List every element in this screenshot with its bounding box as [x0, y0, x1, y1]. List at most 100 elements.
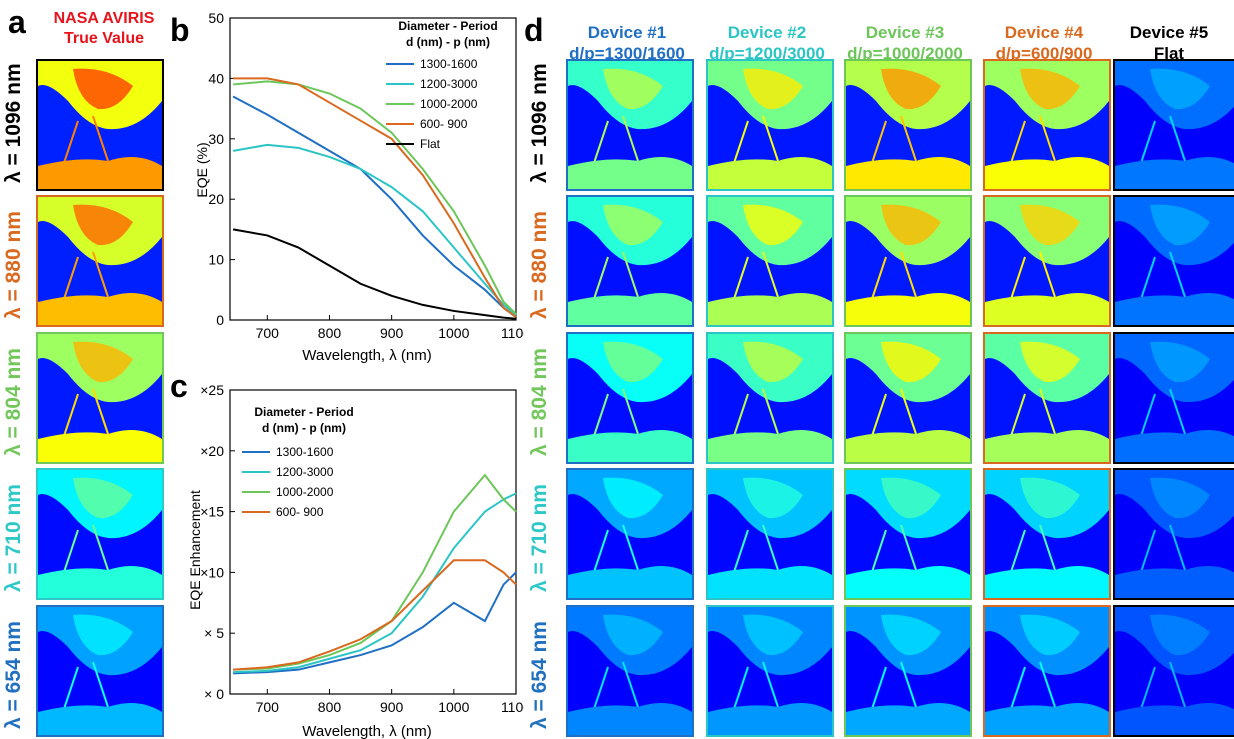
device-image	[844, 605, 972, 737]
device-image	[566, 605, 694, 737]
chart-c-xlabel: Wavelength, λ (nm)	[302, 723, 432, 739]
device-name: Device #5	[1129, 23, 1209, 42]
series-line-4	[233, 559, 517, 671]
device-image	[566, 195, 694, 327]
panel-a-title: NASA AVIRIS True Value	[40, 9, 168, 49]
device-image	[983, 468, 1111, 600]
device-image	[566, 332, 694, 464]
chart-b-legend-title-1: Diameter - Period	[398, 19, 497, 33]
device-image	[1113, 605, 1234, 737]
true-value-image	[36, 59, 164, 191]
aerial-map-graphic	[38, 607, 162, 735]
device-name: Device #4	[1004, 23, 1084, 42]
aerial-map-graphic	[38, 197, 162, 325]
aerial-map-graphic	[708, 61, 832, 189]
device-image	[844, 332, 972, 464]
row-label-a-2: λ = 880 nm	[2, 211, 25, 319]
device-name: Device #2	[727, 23, 807, 42]
device-image	[983, 59, 1111, 191]
device-image	[706, 468, 834, 600]
chart-c-legend-title-1: Diameter - Period	[254, 405, 353, 419]
true-value-image	[36, 605, 164, 737]
aerial-map-graphic	[846, 607, 970, 735]
panel-label-c: c	[170, 368, 188, 404]
legend-label-3: 1000-2000	[276, 485, 334, 499]
x-tick-label: 700	[256, 699, 280, 715]
y-tick-label: 50	[208, 10, 224, 26]
aerial-map-graphic	[1115, 334, 1234, 462]
device-image	[706, 605, 834, 737]
device-name: Device #1	[587, 23, 667, 42]
panel-a-title-line1: NASA AVIRIS	[53, 10, 155, 27]
legend-label-4: 600- 900	[420, 117, 468, 131]
x-tick-label: 900	[380, 325, 404, 341]
y-tick-label: 40	[208, 70, 224, 86]
aerial-map-graphic	[38, 470, 162, 598]
series-line-1	[233, 571, 517, 675]
legend-label-2: 1200-3000	[276, 465, 334, 479]
aerial-map-graphic	[1115, 197, 1234, 325]
x-tick-label: 1000	[438, 325, 469, 341]
row-label-a-4: λ = 710 nm	[2, 484, 25, 592]
series-line-4	[233, 77, 517, 318]
chart-b-ylabel: EQE (%)	[194, 142, 210, 197]
true-value-image	[36, 332, 164, 464]
aerial-map-graphic	[985, 197, 1109, 325]
aerial-map-graphic	[985, 334, 1109, 462]
device-image	[1113, 195, 1234, 327]
aerial-map-graphic	[846, 334, 970, 462]
row-label-a-3: λ = 804 nm	[2, 348, 25, 456]
x-tick-label: 900	[380, 699, 404, 715]
device-image	[706, 195, 834, 327]
legend-label-1: 1300-1600	[420, 57, 478, 71]
device-image	[983, 605, 1111, 737]
series-line-1	[232, 95, 517, 318]
legend-label-3: 1000-2000	[420, 97, 478, 111]
aerial-map-graphic	[846, 197, 970, 325]
plot-area-frame	[229, 389, 517, 695]
y-tick-label: ×15	[200, 504, 224, 520]
device-subtitle: d/p=1200/3000	[709, 44, 825, 63]
device-title-3: Device #3 d/p=1000/2000	[844, 22, 966, 64]
row-label-d-2: λ = 880 nm	[528, 211, 551, 319]
y-tick-label: × 5	[204, 625, 224, 641]
device-name: Device #3	[865, 23, 945, 42]
legend-label-2: 1200-3000	[420, 77, 478, 91]
device-title-2: Device #2 d/p=1200/3000	[706, 22, 828, 64]
aerial-map-graphic	[985, 61, 1109, 189]
aerial-map-graphic	[846, 61, 970, 189]
series-line-5	[232, 228, 517, 320]
y-tick-label: 30	[208, 131, 224, 147]
y-tick-label: ×25	[200, 382, 224, 398]
row-label-d-3: λ = 804 nm	[528, 348, 551, 456]
aerial-map-graphic	[1115, 470, 1234, 598]
device-title-1: Device #1 d/p=1300/1600	[566, 22, 688, 64]
device-image	[983, 195, 1111, 327]
chart-b-legend-title-2: d (nm) - p (nm)	[406, 35, 490, 49]
device-title-5: Device #5 Flat	[1108, 22, 1230, 64]
row-label-d-5: λ = 654 nm	[528, 621, 551, 729]
aerial-map-graphic	[708, 470, 832, 598]
x-tick-label: 1000	[438, 699, 469, 715]
device-subtitle: Flat	[1153, 44, 1185, 63]
row-label-d-1: λ = 1096 nm	[528, 63, 551, 183]
y-tick-label: × 0	[204, 686, 224, 702]
chart-b-xlabel: Wavelength, λ (nm)	[302, 347, 432, 364]
series-line-3	[233, 80, 517, 315]
aerial-map-graphic	[1115, 61, 1234, 189]
aerial-map-graphic	[568, 334, 692, 462]
true-value-image	[36, 468, 164, 600]
aerial-map-graphic	[985, 607, 1109, 735]
panel-label-b: b	[170, 12, 190, 48]
panel-label-a: a	[8, 4, 26, 40]
aerial-map-graphic	[846, 470, 970, 598]
device-image	[1113, 332, 1234, 464]
device-title-4: Device #4 d/p=600/900	[983, 22, 1105, 64]
device-image	[706, 59, 834, 191]
device-image	[844, 195, 972, 327]
device-image	[566, 468, 694, 600]
device-image	[844, 59, 972, 191]
